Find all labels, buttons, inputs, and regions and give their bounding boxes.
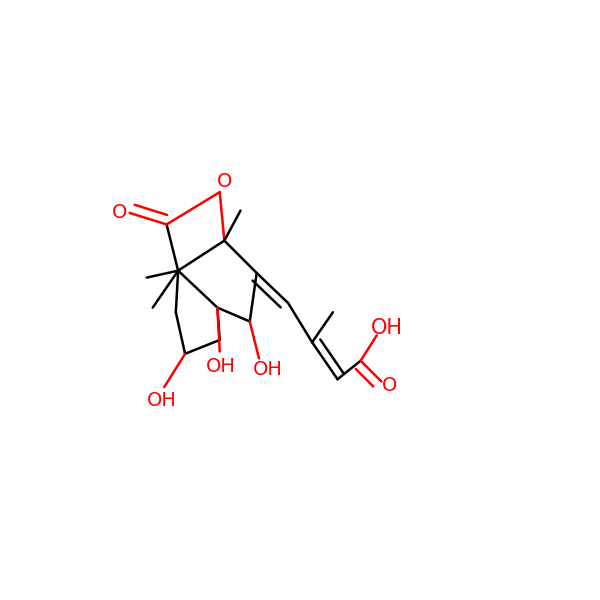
Text: O: O [382,376,397,395]
Text: O: O [112,203,127,223]
Text: OH: OH [371,319,403,338]
Text: O: O [217,172,232,191]
Text: OH: OH [206,357,236,376]
Text: OH: OH [253,361,283,379]
Text: OH: OH [147,391,177,410]
